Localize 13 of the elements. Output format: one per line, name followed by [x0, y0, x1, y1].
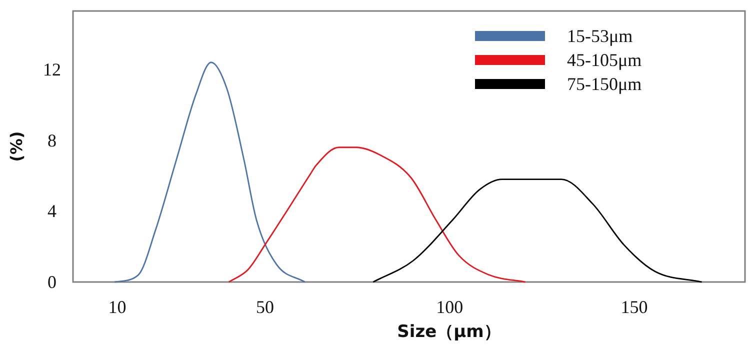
y-tick-label: 8 [48, 130, 56, 150]
y-tick-label: 12 [43, 59, 61, 80]
x-tick-label: 150 [620, 297, 648, 317]
x-tick-label: 10 [108, 297, 126, 317]
y-axis-title: (%) [7, 131, 26, 162]
y-tick-label: 4 [48, 201, 56, 222]
y-tick-label: 0 [48, 272, 56, 292]
x-axis-title: Size（μm） [397, 322, 501, 342]
legend-label: 15-53μm [567, 26, 633, 46]
legend-label: 75-150μm [567, 74, 642, 94]
x-tick-label: 50 [256, 297, 274, 317]
legend-label: 45-105μm [567, 50, 642, 70]
x-tick-label: 100 [436, 297, 464, 317]
